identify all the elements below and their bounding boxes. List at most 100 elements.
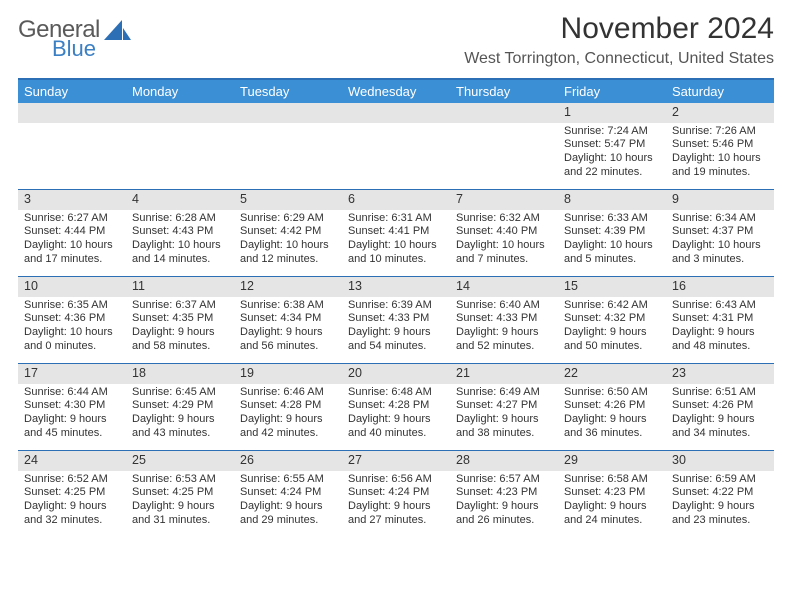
sunset-text: Sunset: 4:40 PM [456,225,552,239]
daylight-text: Daylight: 10 hours and 7 minutes. [456,239,552,267]
sunset-text: Sunset: 4:23 PM [456,486,552,500]
sunset-text: Sunset: 4:44 PM [24,225,120,239]
day-cell [234,103,342,189]
sunset-text: Sunset: 4:37 PM [672,225,768,239]
day-number: 1 [558,103,666,123]
day-cell: 24Sunrise: 6:52 AMSunset: 4:25 PMDayligh… [18,451,126,537]
daylight-text: Daylight: 9 hours and 24 minutes. [564,500,660,528]
day-number [342,103,450,123]
sunset-text: Sunset: 4:29 PM [132,399,228,413]
day-body: Sunrise: 6:52 AMSunset: 4:25 PMDaylight:… [18,471,126,532]
daylight-text: Daylight: 9 hours and 54 minutes. [348,326,444,354]
day-header-thursday: Thursday [450,80,558,103]
sunrise-text: Sunrise: 6:29 AM [240,212,336,226]
sunrise-text: Sunrise: 6:49 AM [456,386,552,400]
day-number: 10 [18,277,126,297]
daylight-text: Daylight: 10 hours and 10 minutes. [348,239,444,267]
day-cell: 18Sunrise: 6:45 AMSunset: 4:29 PMDayligh… [126,364,234,450]
day-cell: 27Sunrise: 6:56 AMSunset: 4:24 PMDayligh… [342,451,450,537]
daylight-text: Daylight: 10 hours and 3 minutes. [672,239,768,267]
sunrise-text: Sunrise: 6:42 AM [564,299,660,313]
day-header-wednesday: Wednesday [342,80,450,103]
day-header-friday: Friday [558,80,666,103]
daylight-text: Daylight: 9 hours and 32 minutes. [24,500,120,528]
sunset-text: Sunset: 4:24 PM [348,486,444,500]
daylight-text: Daylight: 9 hours and 29 minutes. [240,500,336,528]
sunset-text: Sunset: 4:23 PM [564,486,660,500]
day-body: Sunrise: 6:38 AMSunset: 4:34 PMDaylight:… [234,297,342,358]
daylight-text: Daylight: 9 hours and 40 minutes. [348,413,444,441]
day-number: 24 [18,451,126,471]
day-body: Sunrise: 6:50 AMSunset: 4:26 PMDaylight:… [558,384,666,445]
sunrise-text: Sunrise: 6:46 AM [240,386,336,400]
day-number: 17 [18,364,126,384]
sunrise-text: Sunrise: 6:53 AM [132,473,228,487]
sunrise-text: Sunrise: 6:28 AM [132,212,228,226]
day-body: Sunrise: 6:49 AMSunset: 4:27 PMDaylight:… [450,384,558,445]
day-cell: 19Sunrise: 6:46 AMSunset: 4:28 PMDayligh… [234,364,342,450]
sunset-text: Sunset: 4:26 PM [672,399,768,413]
day-number: 15 [558,277,666,297]
sunrise-text: Sunrise: 6:32 AM [456,212,552,226]
day-body: Sunrise: 6:27 AMSunset: 4:44 PMDaylight:… [18,210,126,271]
day-number: 22 [558,364,666,384]
sunset-text: Sunset: 4:22 PM [672,486,768,500]
sunset-text: Sunset: 4:41 PM [348,225,444,239]
sunset-text: Sunset: 4:27 PM [456,399,552,413]
day-cell: 30Sunrise: 6:59 AMSunset: 4:22 PMDayligh… [666,451,774,537]
sunset-text: Sunset: 4:31 PM [672,312,768,326]
sunset-text: Sunset: 5:46 PM [672,138,768,152]
day-number: 6 [342,190,450,210]
day-cell: 2Sunrise: 7:26 AMSunset: 5:46 PMDaylight… [666,103,774,189]
sunrise-text: Sunrise: 6:52 AM [24,473,120,487]
day-body [126,123,234,129]
day-number: 8 [558,190,666,210]
day-body: Sunrise: 6:51 AMSunset: 4:26 PMDaylight:… [666,384,774,445]
day-cell: 1Sunrise: 7:24 AMSunset: 5:47 PMDaylight… [558,103,666,189]
sunset-text: Sunset: 4:39 PM [564,225,660,239]
day-body: Sunrise: 6:33 AMSunset: 4:39 PMDaylight:… [558,210,666,271]
day-cell [450,103,558,189]
day-header-row: Sunday Monday Tuesday Wednesday Thursday… [18,80,774,103]
sunrise-text: Sunrise: 7:24 AM [564,125,660,139]
day-number: 7 [450,190,558,210]
week-row: 10Sunrise: 6:35 AMSunset: 4:36 PMDayligh… [18,277,774,364]
day-body: Sunrise: 6:32 AMSunset: 4:40 PMDaylight:… [450,210,558,271]
day-number: 26 [234,451,342,471]
sunset-text: Sunset: 4:43 PM [132,225,228,239]
day-body: Sunrise: 6:48 AMSunset: 4:28 PMDaylight:… [342,384,450,445]
sunset-text: Sunset: 4:24 PM [240,486,336,500]
day-body: Sunrise: 6:29 AMSunset: 4:42 PMDaylight:… [234,210,342,271]
day-body: Sunrise: 7:26 AMSunset: 5:46 PMDaylight:… [666,123,774,184]
header-row: General Blue November 2024 West Torringt… [18,12,774,68]
day-number: 11 [126,277,234,297]
sunrise-text: Sunrise: 6:45 AM [132,386,228,400]
day-cell: 17Sunrise: 6:44 AMSunset: 4:30 PMDayligh… [18,364,126,450]
sunrise-text: Sunrise: 6:59 AM [672,473,768,487]
day-cell: 5Sunrise: 6:29 AMSunset: 4:42 PMDaylight… [234,190,342,276]
calendar-grid: Sunday Monday Tuesday Wednesday Thursday… [18,78,774,537]
sunrise-text: Sunrise: 6:35 AM [24,299,120,313]
sunset-text: Sunset: 4:33 PM [456,312,552,326]
day-cell: 26Sunrise: 6:55 AMSunset: 4:24 PMDayligh… [234,451,342,537]
sunrise-text: Sunrise: 6:37 AM [132,299,228,313]
daylight-text: Daylight: 10 hours and 12 minutes. [240,239,336,267]
day-cell: 20Sunrise: 6:48 AMSunset: 4:28 PMDayligh… [342,364,450,450]
day-number: 13 [342,277,450,297]
day-number: 12 [234,277,342,297]
day-cell: 21Sunrise: 6:49 AMSunset: 4:27 PMDayligh… [450,364,558,450]
sunrise-text: Sunrise: 6:27 AM [24,212,120,226]
week-row: 1Sunrise: 7:24 AMSunset: 5:47 PMDaylight… [18,103,774,190]
sunset-text: Sunset: 4:28 PM [348,399,444,413]
day-number: 20 [342,364,450,384]
daylight-text: Daylight: 9 hours and 31 minutes. [132,500,228,528]
sunset-text: Sunset: 4:33 PM [348,312,444,326]
sunrise-text: Sunrise: 6:34 AM [672,212,768,226]
daylight-text: Daylight: 9 hours and 45 minutes. [24,413,120,441]
sunrise-text: Sunrise: 6:31 AM [348,212,444,226]
title-block: November 2024 West Torrington, Connectic… [464,12,774,68]
week-row: 24Sunrise: 6:52 AMSunset: 4:25 PMDayligh… [18,451,774,537]
sunset-text: Sunset: 4:25 PM [24,486,120,500]
day-header-monday: Monday [126,80,234,103]
sunrise-text: Sunrise: 6:43 AM [672,299,768,313]
